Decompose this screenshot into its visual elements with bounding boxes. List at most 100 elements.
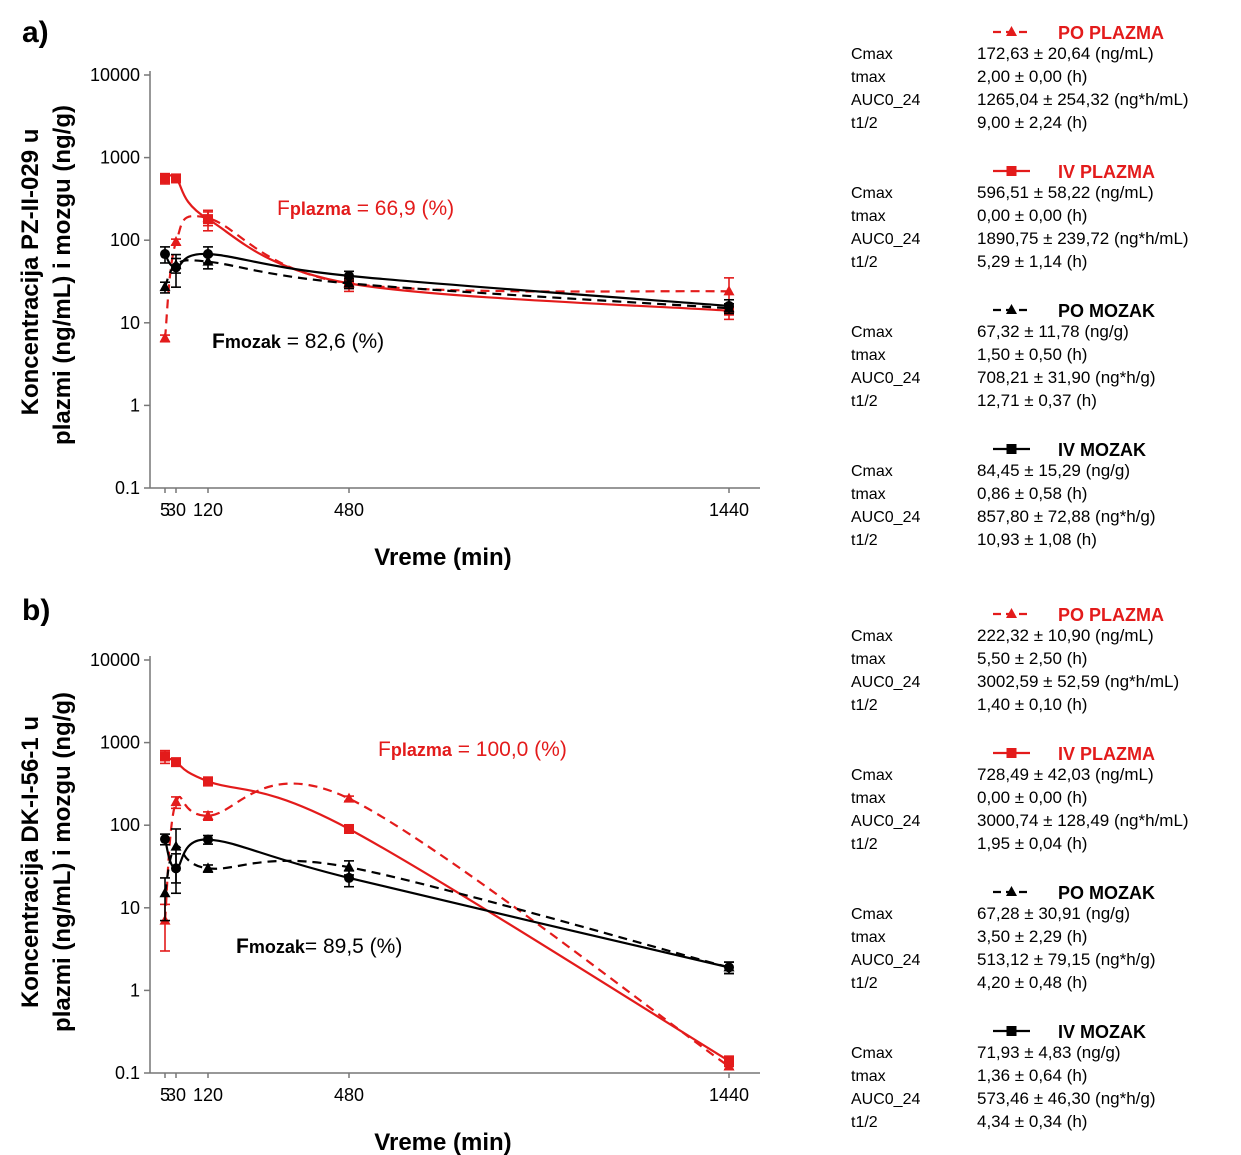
- stat-label: AUC0_24: [851, 952, 920, 969]
- data-point: [170, 796, 182, 807]
- stat-label: AUC0_24: [851, 92, 920, 109]
- x-tick-label: 480: [334, 1085, 364, 1105]
- y-tick-label: 1000: [100, 733, 140, 753]
- y-tick-label: 0.1: [115, 478, 140, 498]
- data-point: [202, 809, 214, 820]
- stat-label: AUC0_24: [851, 370, 920, 387]
- y-tick-label: 10: [120, 313, 140, 333]
- stat-label: tmax: [851, 208, 886, 225]
- legend-label: PO PLAZMA: [1058, 605, 1164, 625]
- data-point: [160, 249, 170, 260]
- x-axis-title: Vreme (min): [374, 1129, 511, 1155]
- stat-label: tmax: [851, 1068, 886, 1085]
- legend-marker: [1006, 26, 1017, 36]
- data-point: [160, 751, 170, 762]
- legend-marker: [1006, 886, 1017, 896]
- data-point: [203, 249, 213, 260]
- stat-label: Cmax: [851, 628, 893, 645]
- series-line: [163, 259, 730, 310]
- legend-marker: [1006, 608, 1017, 618]
- stat-label: Cmax: [851, 46, 893, 63]
- stat-value: 513,12 ± 79,15 (ng*h/g): [977, 950, 1156, 969]
- data-point: [724, 300, 734, 311]
- y-tick-label: 100: [110, 815, 140, 835]
- stat-value: 1,40 ± 0,10 (h): [977, 695, 1087, 714]
- stat-label: tmax: [851, 69, 886, 86]
- stat-value: 708,21 ± 31,90 (ng*h/g): [977, 368, 1156, 387]
- stat-label: AUC0_24: [851, 1091, 920, 1108]
- panel-a: a) Koncentracija PZ-II-029 u plazmi (ng/…: [17, 16, 1189, 571]
- stat-label: tmax: [851, 651, 886, 668]
- stat-value: 67,32 ± 11,78 (ng/g): [977, 322, 1129, 341]
- stat-value: 1265,04 ± 254,32 (ng*h/mL): [977, 90, 1189, 109]
- panel-label: b): [22, 594, 50, 627]
- legend-label: PO MOZAK: [1058, 301, 1155, 321]
- stat-value: 0,00 ± 0,00 (h): [977, 788, 1087, 807]
- stat-value: 3,50 ± 2,29 (h): [977, 927, 1087, 946]
- y-tick-label: 1: [130, 980, 140, 1000]
- stat-label: tmax: [851, 347, 886, 364]
- x-tick-label: 480: [334, 500, 364, 520]
- stat-label: t1/2: [851, 1114, 878, 1131]
- legend-label: IV MOZAK: [1058, 1022, 1146, 1042]
- stat-value: 1,50 ± 0,50 (h): [977, 345, 1087, 364]
- stat-value: 2,00 ± 0,00 (h): [977, 67, 1087, 86]
- x-tick-label: 120: [193, 1085, 223, 1105]
- stat-label: AUC0_24: [851, 813, 920, 830]
- stat-value: 9,00 ± 2,24 (h): [977, 113, 1087, 132]
- stat-value: 71,93 ± 4,83 (ng/g): [977, 1043, 1121, 1062]
- stat-label: t1/2: [851, 254, 878, 271]
- f-plazma-annotation: Fplazma = 100,0 (%): [378, 738, 567, 761]
- stat-label: tmax: [851, 486, 886, 503]
- stat-value: 573,46 ± 46,30 (ng*h/g): [977, 1089, 1156, 1108]
- stat-value: 5,29 ± 1,14 (h): [977, 252, 1087, 271]
- stat-label: tmax: [851, 929, 886, 946]
- y-tick-label: 1000: [100, 148, 140, 168]
- tick-labels: 10000 1000 100 10 1 0.1 530 120 480 1440: [90, 65, 749, 520]
- series-group: [159, 749, 735, 1071]
- series-line: [164, 252, 730, 308]
- data-point: [344, 872, 354, 883]
- stat-value: 12,71 ± 0,37 (h): [977, 391, 1097, 410]
- x-tick-label: 5: [160, 500, 170, 520]
- stat-label: t1/2: [851, 532, 878, 549]
- panel-b: b) Koncentracija DK-I-56-1 u plazmi (ng/…: [17, 594, 1189, 1155]
- y-axis-title-line1: Koncentracija PZ-II-029 u: [17, 129, 44, 416]
- data-point: [170, 840, 182, 851]
- stat-value: 857,80 ± 72,88 (ng*h/g): [977, 507, 1156, 526]
- x-tick-label: 1440: [709, 500, 749, 520]
- stat-label: t1/2: [851, 975, 878, 992]
- stat-value: 222,32 ± 10,90 (ng/mL): [977, 626, 1154, 645]
- data-point: [203, 776, 213, 787]
- f-mozak-annotation: Fmozak= 89,5 (%): [236, 935, 402, 958]
- stat-label: t1/2: [851, 393, 878, 410]
- stat-label: AUC0_24: [851, 509, 920, 526]
- stat-value: 10,93 ± 1,08 (h): [977, 530, 1097, 549]
- stat-value: 4,34 ± 0,34 (h): [977, 1112, 1087, 1131]
- data-point: [160, 834, 170, 845]
- series-line: [164, 755, 730, 1062]
- data-point: [203, 214, 213, 225]
- stat-value: 0,86 ± 0,58 (h): [977, 484, 1087, 503]
- data-point: [343, 277, 355, 288]
- axes: [144, 71, 760, 493]
- series-line: [164, 174, 730, 312]
- stat-value: 1,95 ± 0,04 (h): [977, 834, 1087, 853]
- data-point: [159, 281, 171, 292]
- stat-label: Cmax: [851, 767, 893, 784]
- legend-label: PO PLAZMA: [1058, 23, 1164, 43]
- data-point: [343, 861, 355, 872]
- stat-value: 1890,75 ± 239,72 (ng*h/mL): [977, 229, 1189, 248]
- y-tick-label: 100: [110, 230, 140, 250]
- stat-label: t1/2: [851, 697, 878, 714]
- series-line: [163, 215, 730, 339]
- y-axis-title-line1: Koncentracija DK-I-56-1 u: [17, 716, 44, 1008]
- pk-stats-table: PO PLAZMA Cmax 172,63 ± 20,64 (ng/mL) tmax 2…: [851, 23, 1189, 549]
- stat-label: Cmax: [851, 185, 893, 202]
- legend-label: IV PLAZMA: [1058, 162, 1155, 182]
- x-tick-label: 30: [166, 500, 186, 520]
- data-point: [171, 262, 181, 273]
- y-tick-label: 10000: [90, 650, 140, 670]
- y-tick-label: 1: [130, 395, 140, 415]
- data-point: [171, 757, 181, 768]
